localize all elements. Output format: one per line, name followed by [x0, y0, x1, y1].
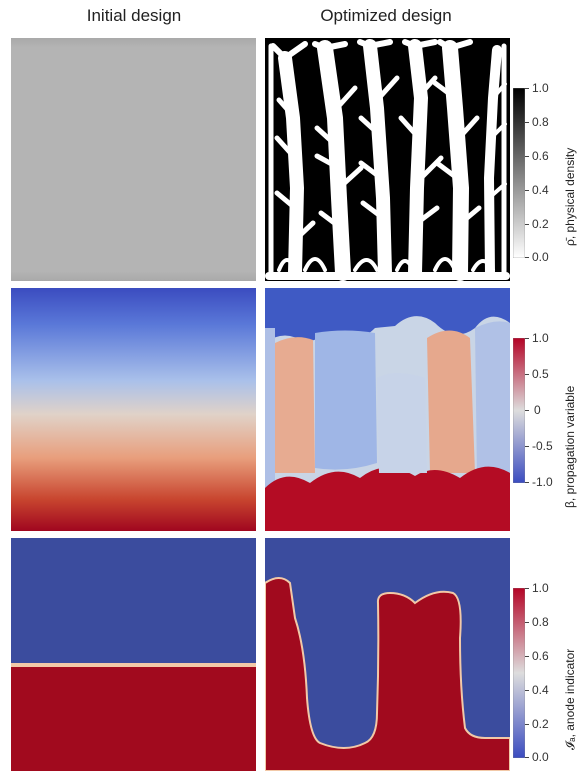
anode-colorbar-label: 𝓘ₐ, anode indicator [563, 648, 577, 750]
propagation-tick: -0.5 [532, 439, 553, 453]
density-optimized-panel [265, 38, 510, 281]
density-tick: 0.4 [532, 183, 549, 197]
column-title-initial: Initial design [86, 6, 182, 25]
density-tick: 1.0 [532, 81, 549, 95]
anode-tick: 0.4 [532, 683, 549, 697]
column-title-optimized: Optimized design [320, 6, 452, 25]
propagation-tick: 0.5 [532, 367, 549, 381]
propagation-initial-panel [11, 288, 256, 531]
anode-tick: 0.8 [532, 615, 549, 629]
anode-optimized-panel [265, 538, 510, 771]
propagation-tick: 0 [534, 403, 541, 417]
density-tick: 0.0 [532, 250, 549, 264]
density-tick: 0.6 [532, 149, 549, 163]
propagation-colorbar-label: β, propagation variable [563, 385, 577, 508]
propagation-tick: -1.0 [532, 475, 553, 489]
anode-tick: 0.0 [532, 750, 549, 764]
propagation-colorbar [512, 337, 526, 484]
density-colorbar-label: ρ̄, physical density [563, 147, 577, 246]
density-initial-panel [11, 38, 256, 281]
propagation-optimized-panel [265, 288, 510, 531]
anode-initial-panel [11, 538, 256, 771]
anode-tick: 0.2 [532, 717, 549, 731]
density-colorbar [512, 87, 526, 259]
density-tick: 0.2 [532, 217, 549, 231]
density-tick: 0.8 [532, 115, 549, 129]
propagation-tick: 1.0 [532, 331, 549, 345]
anode-tick: 0.6 [532, 649, 549, 663]
anode-colorbar [512, 587, 526, 759]
anode-tick: 1.0 [532, 581, 549, 595]
